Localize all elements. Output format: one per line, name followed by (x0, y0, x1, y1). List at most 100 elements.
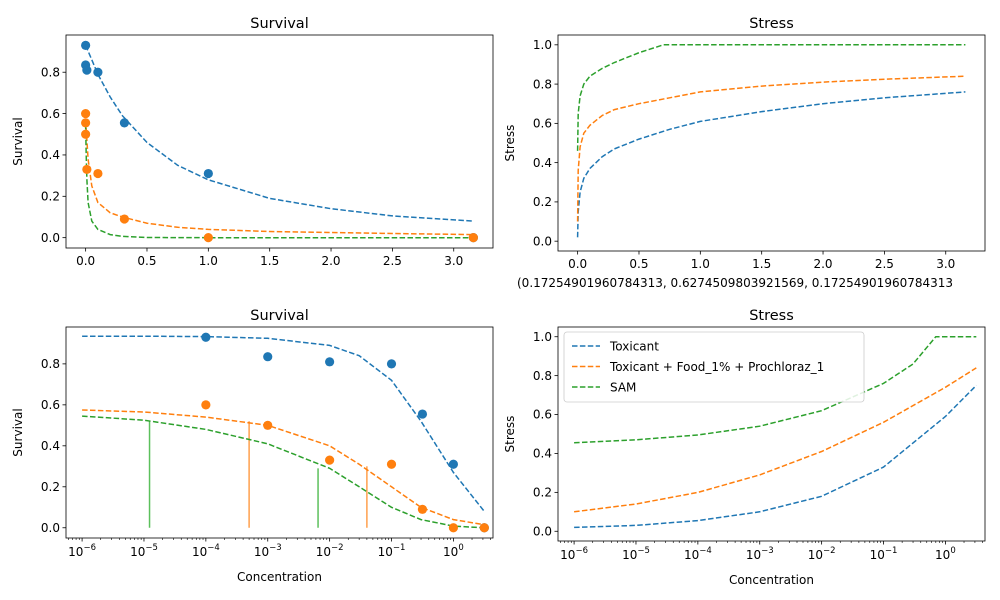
series-line (84, 119, 474, 236)
x-axis-label: Concentration (237, 570, 322, 584)
x-tick-label: 10−5 (622, 546, 650, 562)
y-tick-label: 0.2 (41, 480, 60, 494)
x-tick-label: 10−2 (316, 543, 344, 559)
legend-box (563, 331, 865, 403)
subplot-title: Stress (749, 308, 794, 324)
subplot-stress-log: 0.0 0.2 0.4 0.6 0.8 1.0 10−6 10−5 10−4 10−3 10−2 10… (503, 308, 986, 587)
legend-entry: Toxicant + Food_1% + Prochloraz_1 (609, 360, 824, 374)
legend-entry: Toxicant (609, 339, 659, 353)
series-line (82, 409, 485, 526)
data-point (417, 504, 428, 514)
x-tick-label: 10−2 (808, 546, 836, 562)
series-line (574, 335, 977, 444)
data-point (201, 332, 211, 342)
y-axis-label: Survival (11, 117, 25, 165)
x-tick-label: 10−3 (746, 546, 774, 562)
data-point (448, 523, 458, 533)
data-point (81, 118, 91, 128)
data-point (386, 459, 397, 469)
subplot-title: Survival (250, 16, 308, 32)
y-tick-label: 1.0 (533, 330, 552, 344)
x-tick-label: 1.0 (199, 254, 218, 268)
x-tick-label: 3.0 (936, 257, 955, 271)
y-tick-label: 0.8 (533, 77, 552, 91)
data-point (93, 168, 103, 179)
x-tick-label: 10−3 (254, 543, 282, 559)
data-point (93, 67, 103, 77)
y-tick-label: 0.0 (533, 524, 552, 538)
x-tick-label: 10−4 (192, 543, 220, 559)
x-tick-label: 2.0 (321, 254, 340, 268)
x-tick-label: 0.0 (76, 254, 95, 268)
y-axis-label: Stress (503, 125, 517, 162)
y-tick-label: 0.4 (533, 447, 552, 461)
series-line (576, 91, 966, 238)
axes-frame (557, 34, 986, 252)
data-point (81, 129, 91, 139)
x-tick-label: 10−6 (68, 543, 96, 559)
subplot-title: Survival (250, 308, 308, 324)
data-point (263, 352, 273, 362)
y-tick-label: 0.0 (41, 231, 60, 245)
data-point (468, 233, 478, 243)
data-point (119, 214, 130, 224)
data-point (119, 118, 130, 128)
series-line (574, 367, 977, 513)
y-axis-label: Stress (503, 416, 517, 453)
data-point (479, 523, 489, 533)
data-point (325, 455, 335, 465)
x-axis-label: Concentration (729, 573, 814, 587)
y-tick-label: 0.0 (533, 234, 552, 248)
data-point (82, 164, 92, 175)
series-line (82, 335, 485, 512)
axes-frame (65, 326, 494, 539)
subplot-stress-linear: 0.0 0.2 0.4 0.6 0.8 1.0 0.0 0.5 1.0 1.5 2.0 2.5 3.0 S… (503, 16, 986, 271)
x-tick-label: 1.0 (691, 257, 710, 271)
subplot-survival-log: 0.0 0.2 0.4 0.6 0.8 10−6 10−5 10−4 10−3 10−2 10−1 1… (11, 308, 494, 584)
y-axis-label: Survival (11, 408, 25, 456)
data-point (81, 108, 91, 119)
y-tick-label: 0.8 (41, 357, 60, 371)
y-tick-label: 0.4 (41, 148, 60, 162)
x-tick-label: 2.5 (875, 257, 894, 271)
y-tick-label: 0.0 (41, 521, 60, 535)
x-tick-label: 100 (443, 543, 464, 559)
y-tick-label: 1.0 (533, 38, 552, 52)
x-tick-label: 0.5 (629, 257, 648, 271)
data-point (82, 65, 92, 75)
y-tick-label: 0.2 (533, 195, 552, 209)
series-line (82, 415, 485, 529)
x-tick-label: 0.5 (137, 254, 156, 268)
x-tick-label: 0.0 (568, 257, 587, 271)
x-tick-label: 3.0 (444, 254, 463, 268)
data-point (203, 168, 213, 179)
legend-entry: SAM (610, 380, 636, 394)
y-tick-label: 0.4 (533, 156, 552, 170)
x-tick-label: 10−6 (560, 546, 588, 562)
data-point (201, 400, 211, 410)
y-tick-label: 0.8 (533, 369, 552, 383)
data-point (386, 359, 397, 369)
x-tick-label: 1.5 (752, 257, 771, 271)
axes-frame (557, 326, 986, 542)
stray-color-label: (0.17254901960784313, 0.6274509803921569… (517, 276, 953, 290)
x-tick-label: 100 (935, 546, 956, 562)
data-point (263, 420, 273, 430)
data-point (81, 40, 91, 50)
data-point (203, 233, 213, 243)
y-tick-label: 0.6 (533, 117, 552, 131)
y-tick-label: 0.8 (41, 65, 60, 79)
x-tick-label: 2.5 (383, 254, 402, 268)
y-tick-label: 0.6 (533, 408, 552, 422)
data-point (325, 357, 335, 367)
x-tick-label: 2.0 (813, 257, 832, 271)
y-tick-label: 0.2 (533, 486, 552, 500)
y-tick-label: 0.6 (41, 398, 60, 412)
y-tick-label: 0.2 (41, 190, 60, 204)
x-tick-label: 10−4 (684, 546, 712, 562)
x-tick-label: 10−5 (130, 543, 158, 559)
subplot-survival-linear: 0.0 0.2 0.4 0.6 0.8 0.0 0.5 1.0 1.5 2.0 2.5 3.0 Surv… (11, 16, 494, 268)
data-point (448, 459, 458, 469)
